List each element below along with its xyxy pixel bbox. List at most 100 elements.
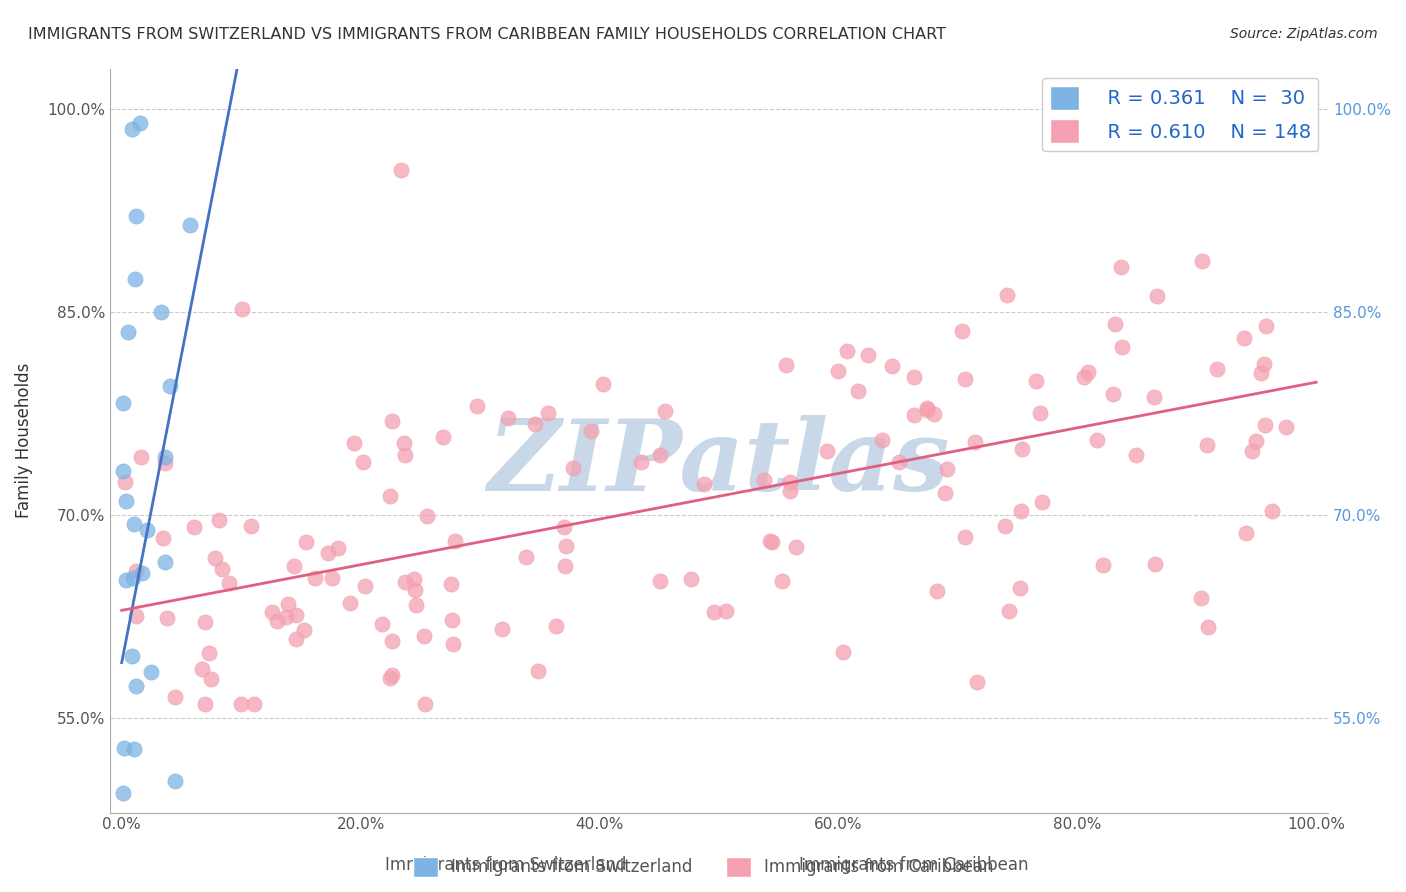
Point bbox=[1031, 495, 1053, 509]
Point bbox=[1102, 386, 1125, 401]
Point bbox=[194, 615, 217, 629]
Point bbox=[440, 577, 463, 591]
Point bbox=[120, 838, 142, 852]
Point bbox=[124, 272, 146, 286]
Point bbox=[394, 574, 416, 589]
Point bbox=[524, 417, 547, 432]
Point bbox=[915, 401, 938, 416]
Text: Source: ZipAtlas.com: Source: ZipAtlas.com bbox=[1230, 27, 1378, 41]
Point bbox=[416, 509, 439, 524]
Point bbox=[198, 646, 221, 660]
Point bbox=[1077, 365, 1099, 379]
Point bbox=[125, 565, 148, 579]
Point bbox=[402, 572, 425, 586]
Point bbox=[835, 343, 858, 358]
Point bbox=[124, 608, 146, 623]
Point bbox=[129, 450, 152, 464]
Point bbox=[211, 562, 233, 576]
Point bbox=[394, 448, 416, 462]
Point bbox=[553, 520, 575, 534]
Point bbox=[848, 384, 870, 398]
Point bbox=[592, 376, 614, 391]
Point bbox=[903, 408, 925, 422]
Point bbox=[703, 605, 725, 619]
Point bbox=[654, 404, 676, 418]
Point bbox=[515, 549, 537, 564]
Point bbox=[122, 571, 145, 585]
Point bbox=[1109, 260, 1132, 274]
Point bbox=[903, 370, 925, 384]
Point bbox=[1197, 619, 1219, 633]
Point bbox=[1254, 417, 1277, 432]
Point bbox=[260, 605, 283, 619]
Point bbox=[153, 456, 176, 470]
Point bbox=[179, 218, 201, 232]
Y-axis label: Family Households: Family Households bbox=[15, 363, 32, 518]
Point bbox=[995, 287, 1018, 301]
Text: IMMIGRANTS FROM SWITZERLAND VS IMMIGRANTS FROM CARIBBEAN FAMILY HOUSEHOLDS CORRE: IMMIGRANTS FROM SWITZERLAND VS IMMIGRANT… bbox=[28, 27, 946, 42]
Point bbox=[122, 517, 145, 532]
Point bbox=[115, 573, 138, 587]
Point bbox=[1197, 438, 1219, 452]
Point bbox=[998, 604, 1021, 618]
Point bbox=[443, 533, 465, 548]
Point bbox=[1085, 433, 1108, 447]
Point bbox=[1010, 503, 1032, 517]
Point bbox=[381, 668, 404, 682]
Point bbox=[832, 645, 855, 659]
Point bbox=[779, 484, 801, 499]
Point bbox=[537, 406, 560, 420]
Point bbox=[770, 574, 793, 589]
Point bbox=[283, 558, 305, 573]
Point bbox=[208, 513, 231, 527]
Point bbox=[121, 649, 143, 664]
Point bbox=[496, 411, 519, 425]
Point bbox=[380, 490, 402, 504]
Point bbox=[491, 622, 513, 636]
Point bbox=[1092, 558, 1115, 573]
Point bbox=[218, 575, 240, 590]
Point bbox=[321, 571, 343, 585]
Point bbox=[1146, 289, 1168, 303]
Point bbox=[153, 555, 176, 569]
Point bbox=[1261, 504, 1284, 518]
Point bbox=[554, 559, 576, 574]
Point bbox=[352, 455, 374, 469]
Point bbox=[880, 359, 903, 373]
Point bbox=[1253, 357, 1275, 371]
Point bbox=[630, 455, 652, 469]
Point bbox=[561, 461, 583, 475]
Legend: Immigrants from Switzerland, Immigrants from Caribbean: Immigrants from Switzerland, Immigrants … bbox=[406, 850, 1000, 884]
Point bbox=[381, 633, 404, 648]
Point bbox=[139, 665, 162, 680]
Point bbox=[285, 607, 308, 622]
Point bbox=[204, 550, 226, 565]
Point bbox=[1008, 581, 1031, 595]
Point bbox=[131, 566, 153, 580]
Point bbox=[752, 473, 775, 487]
Point bbox=[1125, 448, 1147, 462]
Point bbox=[316, 546, 339, 560]
Point bbox=[953, 372, 976, 386]
Point bbox=[231, 698, 253, 712]
Point bbox=[1250, 367, 1272, 381]
Point bbox=[128, 115, 150, 129]
Point bbox=[115, 494, 138, 508]
Point bbox=[381, 414, 404, 428]
Point bbox=[155, 611, 177, 625]
Point bbox=[441, 637, 464, 651]
Point bbox=[389, 162, 412, 177]
Point bbox=[285, 632, 308, 647]
Point bbox=[124, 680, 146, 694]
Point bbox=[1191, 254, 1213, 268]
Point bbox=[963, 435, 986, 450]
Point bbox=[343, 436, 366, 450]
Point bbox=[1104, 317, 1126, 331]
Point bbox=[1143, 390, 1166, 404]
Point bbox=[111, 786, 134, 800]
Point bbox=[870, 433, 893, 447]
Point bbox=[759, 533, 782, 548]
Point bbox=[915, 403, 938, 417]
Text: Immigrants from Caribbean: Immigrants from Caribbean bbox=[799, 856, 1029, 874]
Point bbox=[934, 485, 956, 500]
